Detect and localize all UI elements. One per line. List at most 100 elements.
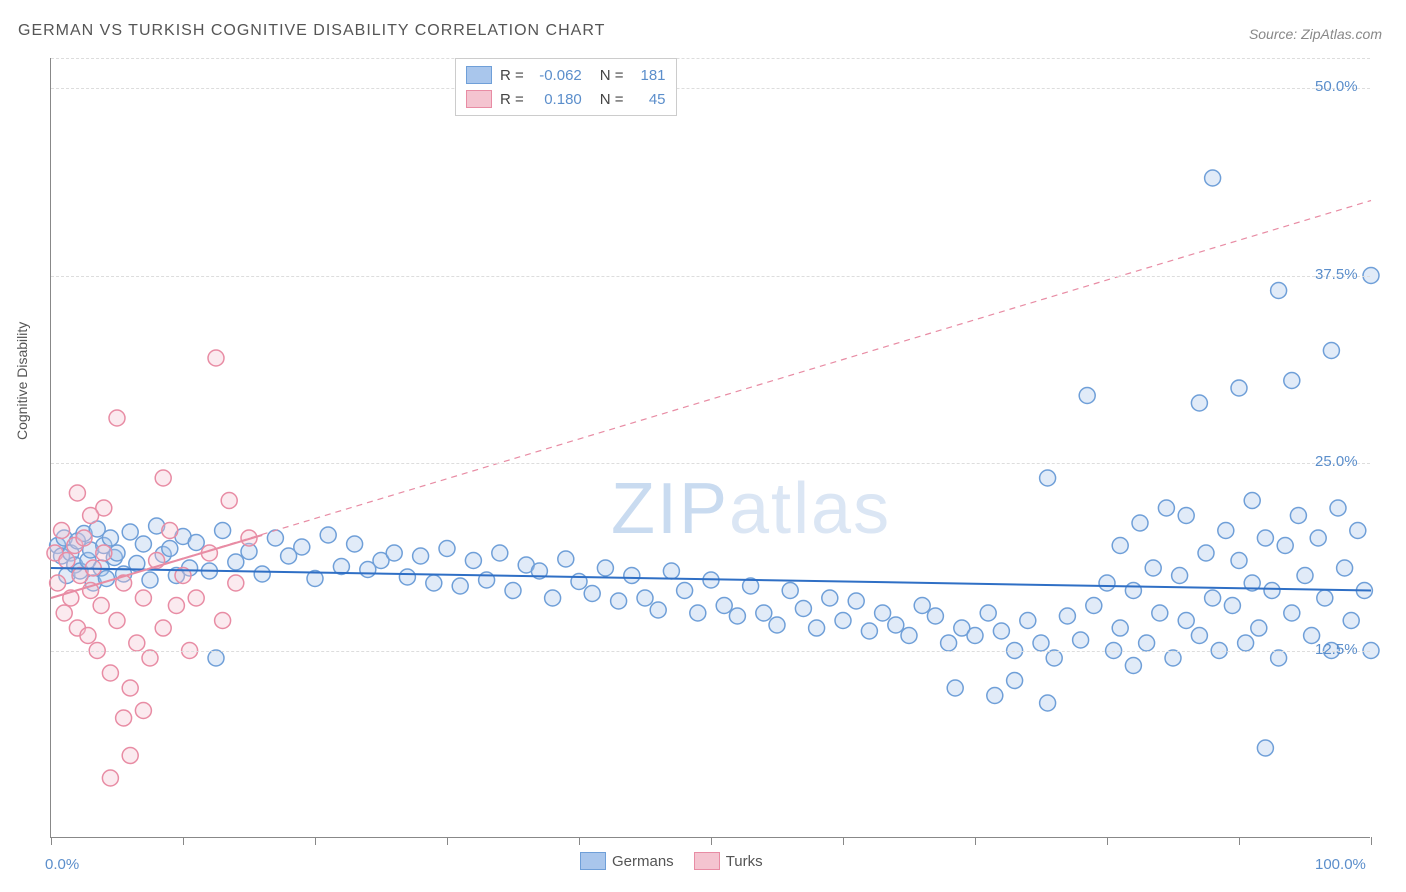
data-point xyxy=(102,665,118,681)
data-point xyxy=(1020,613,1036,629)
data-point xyxy=(1284,373,1300,389)
data-point xyxy=(716,598,732,614)
data-point xyxy=(611,593,627,609)
data-point xyxy=(102,770,118,786)
data-point xyxy=(822,590,838,606)
data-point xyxy=(1257,740,1273,756)
data-point xyxy=(93,598,109,614)
data-point xyxy=(947,680,963,696)
data-point xyxy=(122,748,138,764)
x-tick-label: 0.0% xyxy=(45,856,79,873)
data-point xyxy=(637,590,653,606)
y-tick-label: 37.5% xyxy=(1315,266,1358,283)
data-point xyxy=(1073,632,1089,648)
x-tick xyxy=(1371,837,1372,845)
legend-row: R =-0.062N =181 xyxy=(466,63,666,87)
legend-n-label: N = xyxy=(600,67,624,84)
data-point xyxy=(465,553,481,569)
gridline-h xyxy=(51,58,1370,59)
data-point xyxy=(122,524,138,540)
data-point xyxy=(142,572,158,588)
data-point xyxy=(571,574,587,590)
data-point xyxy=(96,545,112,561)
data-point xyxy=(1033,635,1049,651)
data-point xyxy=(215,523,231,539)
data-point xyxy=(208,350,224,366)
data-point xyxy=(1251,620,1267,636)
data-point xyxy=(1297,568,1313,584)
plot-area: ZIPatlas xyxy=(50,58,1370,838)
data-point xyxy=(888,617,904,633)
data-point xyxy=(1244,493,1260,509)
scatter-svg xyxy=(51,58,1370,837)
data-point xyxy=(54,523,70,539)
chart-title: GERMAN VS TURKISH COGNITIVE DISABILITY C… xyxy=(18,22,605,40)
data-point xyxy=(901,628,917,644)
data-point xyxy=(505,583,521,599)
data-point xyxy=(980,605,996,621)
data-point xyxy=(756,605,772,621)
legend-item: Germans xyxy=(580,852,674,870)
data-point xyxy=(155,470,171,486)
data-point xyxy=(294,539,310,555)
data-point xyxy=(413,548,429,564)
data-point xyxy=(109,613,125,629)
data-point xyxy=(1271,283,1287,299)
x-tick xyxy=(183,837,184,845)
data-point xyxy=(59,553,75,569)
series-legend: Germans Turks xyxy=(580,852,763,870)
data-point xyxy=(1158,500,1174,516)
x-tick xyxy=(1107,837,1108,845)
data-point xyxy=(1165,650,1181,666)
data-point xyxy=(80,628,96,644)
data-point xyxy=(1099,575,1115,591)
data-point xyxy=(168,598,184,614)
data-point xyxy=(109,410,125,426)
data-point xyxy=(1178,508,1194,524)
gridline-h xyxy=(51,276,1370,277)
legend-label: Germans xyxy=(612,853,674,870)
data-point xyxy=(1046,650,1062,666)
data-point xyxy=(690,605,706,621)
data-point xyxy=(162,523,178,539)
legend-item: Turks xyxy=(694,852,763,870)
data-point xyxy=(69,485,85,501)
data-point xyxy=(809,620,825,636)
data-point xyxy=(1007,673,1023,689)
data-point xyxy=(188,535,204,551)
data-point xyxy=(1112,620,1128,636)
data-point xyxy=(584,586,600,602)
data-point xyxy=(1172,568,1188,584)
data-point xyxy=(1145,560,1161,576)
data-point xyxy=(729,608,745,624)
data-point xyxy=(1290,508,1306,524)
legend-n-value: 45 xyxy=(632,91,666,108)
data-point xyxy=(987,688,1003,704)
data-point xyxy=(1317,590,1333,606)
legend-n-label: N = xyxy=(600,91,624,108)
data-point xyxy=(624,568,640,584)
legend-swatch xyxy=(466,90,492,108)
data-point xyxy=(1218,523,1234,539)
data-point xyxy=(1264,583,1280,599)
data-point xyxy=(492,545,508,561)
data-point xyxy=(228,554,244,570)
y-tick-label: 12.5% xyxy=(1315,641,1358,658)
gridline-h xyxy=(51,88,1370,89)
data-point xyxy=(1191,395,1207,411)
x-tick xyxy=(51,837,52,845)
data-point xyxy=(769,617,785,633)
data-point xyxy=(135,590,151,606)
data-point xyxy=(1191,628,1207,644)
data-point xyxy=(993,623,1009,639)
legend-swatch xyxy=(694,852,720,870)
legend-r-label: R = xyxy=(500,67,524,84)
data-point xyxy=(135,536,151,552)
data-point xyxy=(1271,650,1287,666)
data-point xyxy=(208,650,224,666)
data-point xyxy=(1132,515,1148,531)
data-point xyxy=(320,527,336,543)
data-point xyxy=(1125,583,1141,599)
data-point xyxy=(1224,598,1240,614)
source-attribution: Source: ZipAtlas.com xyxy=(1249,26,1382,42)
